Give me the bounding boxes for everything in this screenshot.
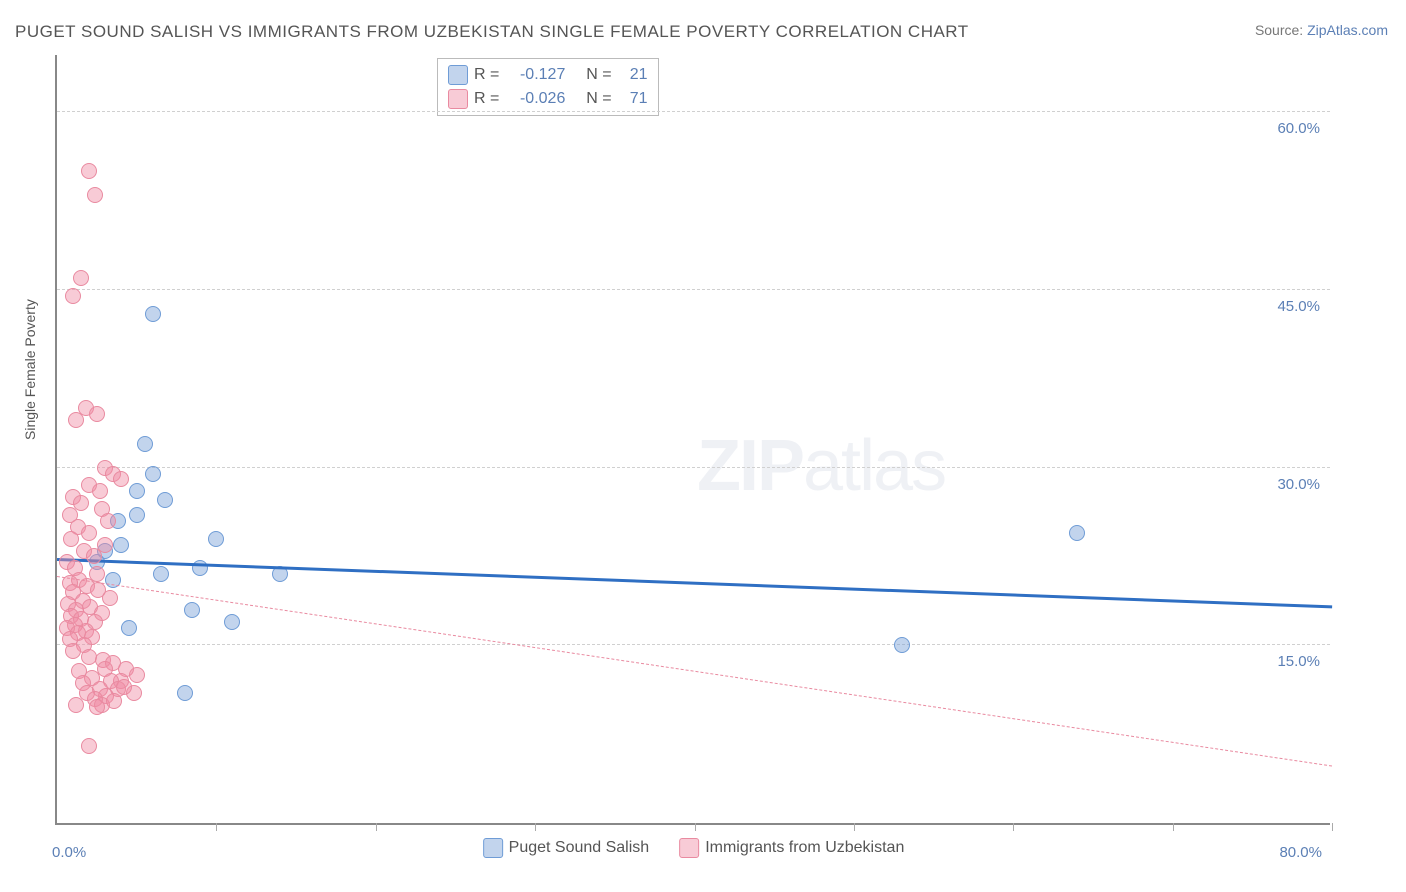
x-tick bbox=[376, 823, 377, 831]
data-point bbox=[145, 306, 161, 322]
x-tick bbox=[695, 823, 696, 831]
data-point bbox=[113, 471, 129, 487]
legend-r-value: -0.127 bbox=[505, 66, 565, 84]
x-tick bbox=[216, 823, 217, 831]
legend-n-label: N = bbox=[586, 66, 611, 84]
data-point bbox=[894, 637, 910, 653]
data-point bbox=[65, 643, 81, 659]
legend-series-label: Puget Sound Salish bbox=[509, 839, 650, 856]
legend-r-value: -0.026 bbox=[505, 90, 565, 108]
x-tick bbox=[535, 823, 536, 831]
legend-swatch-icon bbox=[448, 89, 468, 109]
legend-n-value: 71 bbox=[618, 90, 648, 108]
data-point bbox=[92, 483, 108, 499]
chart-title: PUGET SOUND SALISH VS IMMIGRANTS FROM UZ… bbox=[15, 22, 969, 42]
data-point bbox=[73, 270, 89, 286]
x-tick bbox=[854, 823, 855, 831]
data-point bbox=[113, 537, 129, 553]
legend-item: Puget Sound Salish bbox=[483, 838, 650, 858]
data-point bbox=[116, 679, 132, 695]
x-tick-label: 0.0% bbox=[52, 844, 86, 861]
series-legend: Puget Sound Salish Immigrants from Uzbek… bbox=[483, 838, 905, 858]
legend-swatch-icon bbox=[483, 838, 503, 858]
data-point bbox=[87, 187, 103, 203]
x-tick bbox=[1173, 823, 1174, 831]
y-axis-label: Single Female Poverty bbox=[22, 299, 38, 440]
data-point bbox=[81, 525, 97, 541]
data-point bbox=[65, 288, 81, 304]
grid-line bbox=[57, 289, 1330, 290]
source-prefix: Source: bbox=[1255, 22, 1307, 38]
y-tick-label: 45.0% bbox=[1277, 298, 1320, 315]
data-point bbox=[184, 602, 200, 618]
legend-row: R = -0.127 N = 21 bbox=[448, 63, 648, 87]
data-point bbox=[177, 685, 193, 701]
source-attribution: Source: ZipAtlas.com bbox=[1255, 22, 1388, 38]
legend-r-label: R = bbox=[474, 66, 499, 84]
source-link[interactable]: ZipAtlas.com bbox=[1307, 22, 1388, 38]
data-point bbox=[89, 699, 105, 715]
data-point bbox=[129, 667, 145, 683]
data-point bbox=[224, 614, 240, 630]
data-point bbox=[157, 492, 173, 508]
data-point bbox=[81, 738, 97, 754]
data-point bbox=[129, 483, 145, 499]
data-point bbox=[1069, 525, 1085, 541]
x-tick-label: 80.0% bbox=[1279, 844, 1322, 861]
legend-swatch-icon bbox=[448, 65, 468, 85]
grid-line bbox=[57, 111, 1330, 112]
y-tick-label: 30.0% bbox=[1277, 476, 1320, 493]
legend-n-value: 21 bbox=[618, 66, 648, 84]
data-point bbox=[81, 163, 97, 179]
data-point bbox=[137, 436, 153, 452]
plot-area: R = -0.127 N = 21 R = -0.026 N = 71 Puge… bbox=[55, 55, 1330, 825]
data-point bbox=[68, 412, 84, 428]
data-point bbox=[208, 531, 224, 547]
legend-item: Immigrants from Uzbekistan bbox=[679, 838, 904, 858]
trend-line bbox=[57, 558, 1332, 608]
y-tick-label: 15.0% bbox=[1277, 653, 1320, 670]
correlation-legend: R = -0.127 N = 21 R = -0.026 N = 71 bbox=[437, 58, 659, 116]
x-tick bbox=[1013, 823, 1014, 831]
grid-line bbox=[57, 467, 1330, 468]
legend-swatch-icon bbox=[679, 838, 699, 858]
data-point bbox=[86, 548, 102, 564]
x-tick bbox=[1332, 823, 1333, 831]
y-tick-label: 60.0% bbox=[1277, 120, 1320, 137]
trend-line bbox=[57, 576, 1332, 767]
legend-n-label: N = bbox=[586, 90, 611, 108]
data-point bbox=[153, 566, 169, 582]
data-point bbox=[129, 507, 145, 523]
legend-row: R = -0.026 N = 71 bbox=[448, 87, 648, 111]
data-point bbox=[102, 590, 118, 606]
legend-r-label: R = bbox=[474, 90, 499, 108]
data-point bbox=[63, 531, 79, 547]
data-point bbox=[106, 693, 122, 709]
data-point bbox=[68, 697, 84, 713]
grid-line bbox=[57, 644, 1330, 645]
legend-series-label: Immigrants from Uzbekistan bbox=[705, 839, 904, 856]
data-point bbox=[89, 406, 105, 422]
data-point bbox=[121, 620, 137, 636]
data-point bbox=[100, 513, 116, 529]
data-point bbox=[145, 466, 161, 482]
